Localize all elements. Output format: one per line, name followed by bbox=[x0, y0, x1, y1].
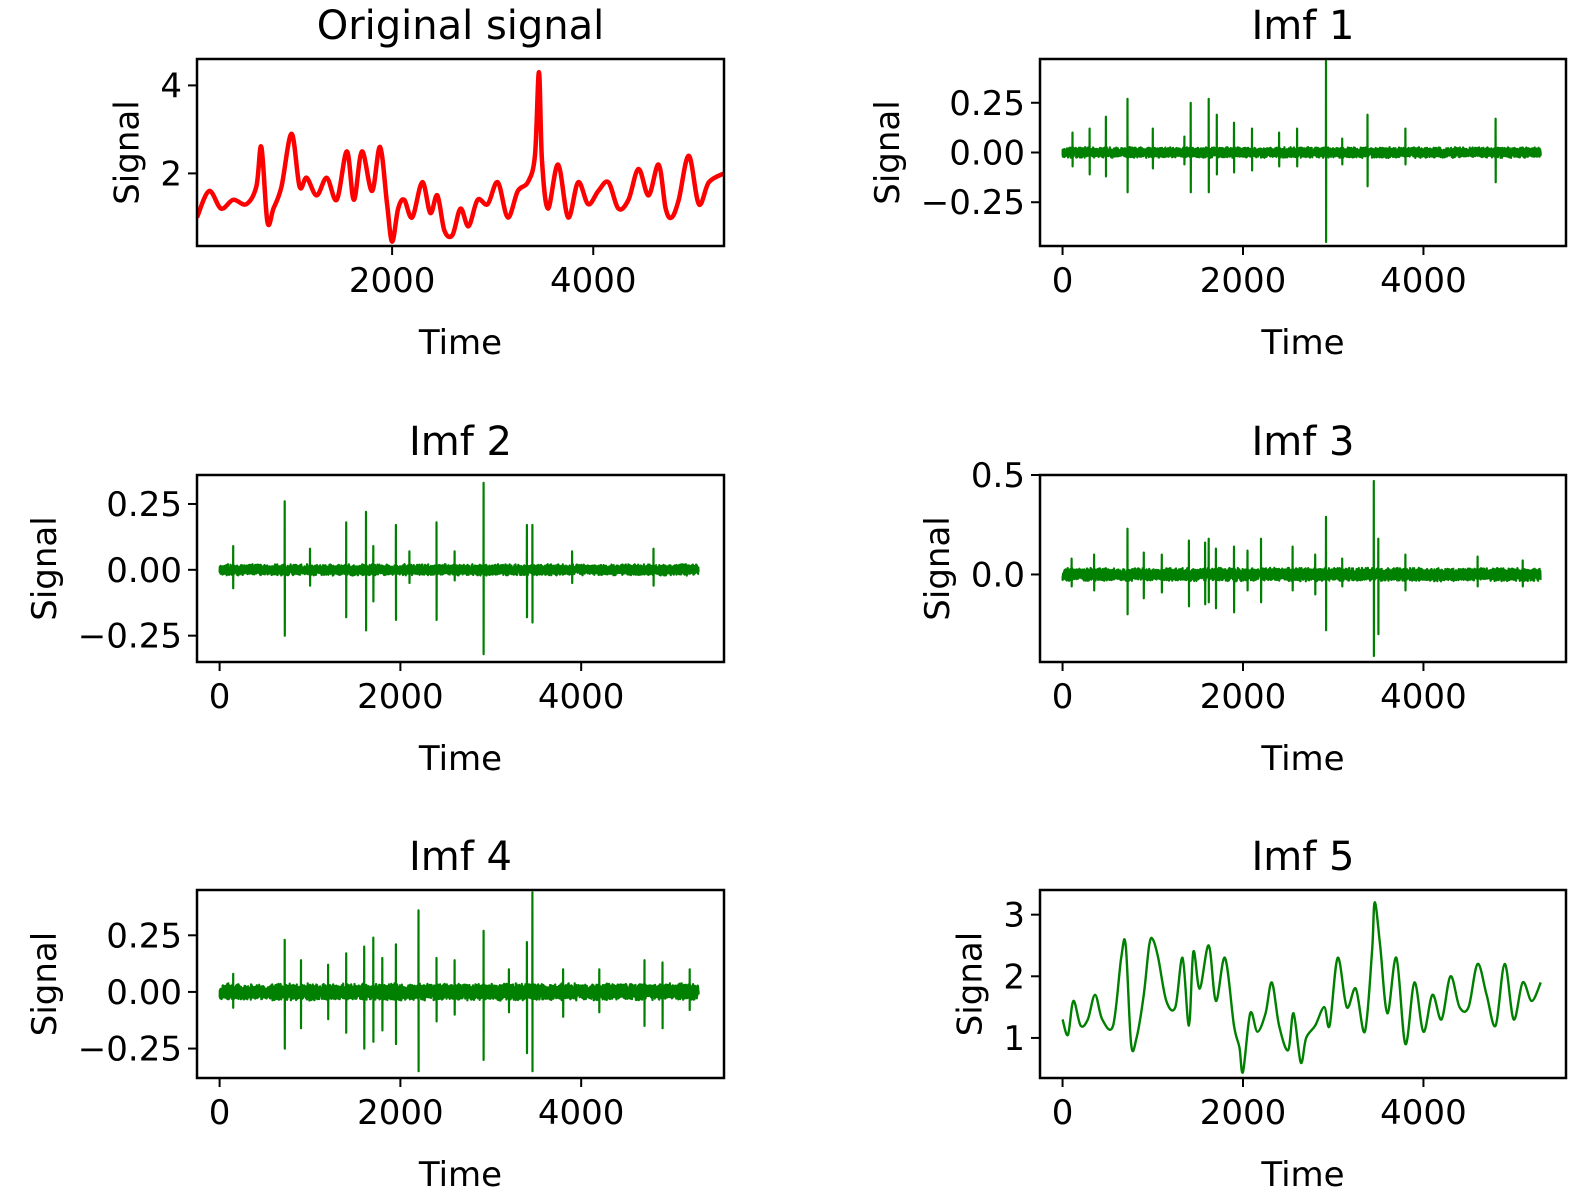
panel-4: 0 2000 4000 0.0 0.5 Imf 3 Time Signal bbox=[918, 419, 1568, 779]
y-tick-label: −0.25 bbox=[78, 617, 182, 657]
x-tick-label: 0 bbox=[209, 677, 231, 717]
axes-frame bbox=[1038, 888, 1568, 1080]
x-axis-label: Time bbox=[418, 739, 502, 779]
x-tick-label: 2000 bbox=[1200, 677, 1287, 717]
panel-1: 2000 4000 2 4 Original signal Time Signal bbox=[107, 3, 726, 363]
axes-frame bbox=[1038, 473, 1568, 664]
y-tick-label: 0.00 bbox=[106, 551, 182, 591]
series-line bbox=[197, 69, 724, 244]
y-axis-label: Signal bbox=[25, 932, 65, 1036]
series-line bbox=[218, 481, 700, 656]
x-axis-label: Time bbox=[418, 1155, 502, 1195]
panel-2: 0 2000 4000 −0.25 0.00 0.25 Imf 1 Time Signal bbox=[868, 3, 1568, 363]
axes-frame bbox=[195, 57, 726, 248]
x-tick-label: 2000 bbox=[357, 1093, 444, 1133]
x-tick-label: 4000 bbox=[1380, 677, 1467, 717]
x-tick-label: 4000 bbox=[538, 1093, 625, 1133]
x-tick-label: 2000 bbox=[1200, 261, 1287, 301]
x-tick-label: 4000 bbox=[1380, 261, 1467, 301]
series-line bbox=[1061, 479, 1542, 658]
panel-3: 0 2000 4000 −0.25 0.00 0.25 Imf 2 Time Signal bbox=[25, 419, 726, 779]
series-line bbox=[218, 891, 700, 1073]
x-axis-label: Time bbox=[1260, 739, 1344, 779]
y-tick-label: 2 bbox=[1003, 957, 1025, 997]
x-axis-label: Time bbox=[418, 323, 502, 363]
x-tick-label: 4000 bbox=[1380, 1093, 1467, 1133]
y-tick-label: 0.5 bbox=[971, 456, 1025, 496]
x-tick-label: 0 bbox=[1052, 1093, 1074, 1133]
y-tick-label: 4 bbox=[160, 66, 182, 106]
y-tick-label: 2 bbox=[160, 154, 182, 194]
axes-frame bbox=[195, 473, 726, 664]
x-axis-label: Time bbox=[1260, 1155, 1344, 1195]
x-tick-label: 2000 bbox=[349, 261, 436, 301]
y-tick-label: −0.25 bbox=[78, 1030, 182, 1070]
y-axis-label: Signal bbox=[107, 100, 147, 204]
y-axis-label: Signal bbox=[25, 516, 65, 620]
x-tick-label: 4000 bbox=[550, 261, 637, 301]
axes-frame bbox=[195, 888, 726, 1080]
x-tick-label: 2000 bbox=[1200, 1093, 1287, 1133]
y-tick-label: 0.25 bbox=[949, 84, 1025, 124]
x-tick-label: 2000 bbox=[357, 677, 444, 717]
chart-title: Imf 2 bbox=[409, 419, 512, 465]
y-axis-label: Signal bbox=[868, 100, 908, 204]
y-axis-label: Signal bbox=[950, 932, 990, 1036]
chart-title: Imf 1 bbox=[1251, 3, 1354, 49]
x-tick-label: 0 bbox=[209, 1093, 231, 1133]
y-axis-label: Signal bbox=[918, 516, 958, 620]
panel-6: 0 2000 4000 1 2 3 Imf 5 Time Signal bbox=[950, 834, 1568, 1195]
y-tick-label: 0.00 bbox=[949, 134, 1025, 174]
y-tick-label: 0.25 bbox=[106, 916, 182, 956]
chart-title: Imf 5 bbox=[1251, 834, 1354, 880]
x-tick-label: 4000 bbox=[538, 677, 625, 717]
series-line bbox=[1061, 59, 1542, 244]
y-tick-label: 0.25 bbox=[106, 485, 182, 525]
chart-title: Imf 3 bbox=[1251, 419, 1354, 465]
series-line bbox=[1061, 901, 1542, 1074]
x-tick-label: 0 bbox=[1052, 677, 1074, 717]
x-axis-label: Time bbox=[1260, 323, 1344, 363]
x-tick-label: 0 bbox=[1052, 261, 1074, 301]
chart-title: Original signal bbox=[317, 3, 605, 49]
chart-title: Imf 4 bbox=[409, 834, 512, 880]
panel-5: 0 2000 4000 −0.25 0.00 0.25 Imf 4 Time Signal bbox=[25, 834, 726, 1195]
y-tick-label: −0.25 bbox=[921, 183, 1025, 223]
y-tick-label: 1 bbox=[1003, 1019, 1025, 1059]
y-tick-label: 0.00 bbox=[106, 973, 182, 1013]
y-tick-label: 0.0 bbox=[971, 555, 1025, 595]
y-tick-label: 3 bbox=[1003, 896, 1025, 936]
